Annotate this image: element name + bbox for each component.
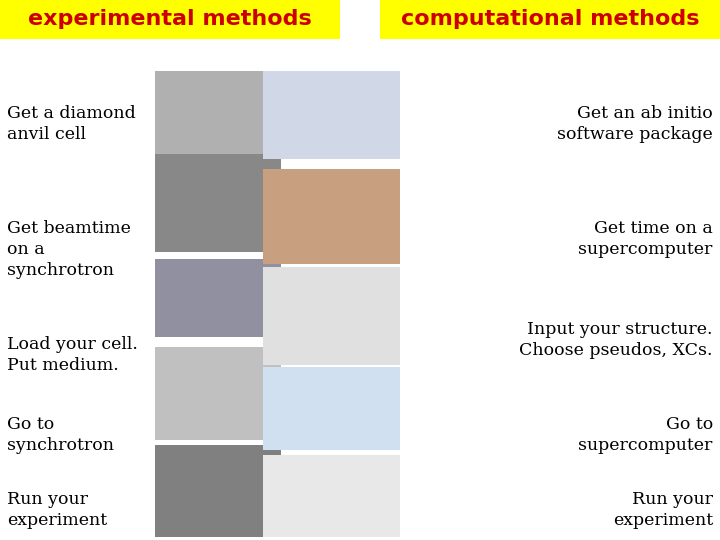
Bar [155,154,281,252]
Text: Run your
experiment: Run your experiment [613,491,713,529]
Bar [155,347,281,440]
Bar [263,367,400,450]
Bar [263,267,400,364]
Text: Go to
synchrotron: Go to synchrotron [7,416,114,454]
Text: Run your
experiment: Run your experiment [7,491,107,529]
Text: Get a diamond
anvil cell: Get a diamond anvil cell [7,105,136,143]
Bar [155,259,281,337]
Text: Go to
supercomputer: Go to supercomputer [578,416,713,454]
Text: computational methods: computational methods [400,9,699,30]
Bar [0,0,340,39]
Text: Get time on a
supercomputer: Get time on a supercomputer [578,220,713,258]
Bar [263,455,400,537]
Bar [380,0,720,39]
Text: Load your cell.
Put medium.: Load your cell. Put medium. [7,336,138,374]
Text: Input your structure.
Choose pseudos, XCs.: Input your structure. Choose pseudos, XC… [519,321,713,359]
Text: Get an ab initio
software package: Get an ab initio software package [557,105,713,143]
Bar [155,445,281,537]
Text: Get beamtime
on a
synchrotron: Get beamtime on a synchrotron [7,220,131,279]
Bar [263,169,400,265]
Bar [155,71,281,157]
Text: experimental methods: experimental methods [28,9,312,30]
Bar [263,71,400,159]
